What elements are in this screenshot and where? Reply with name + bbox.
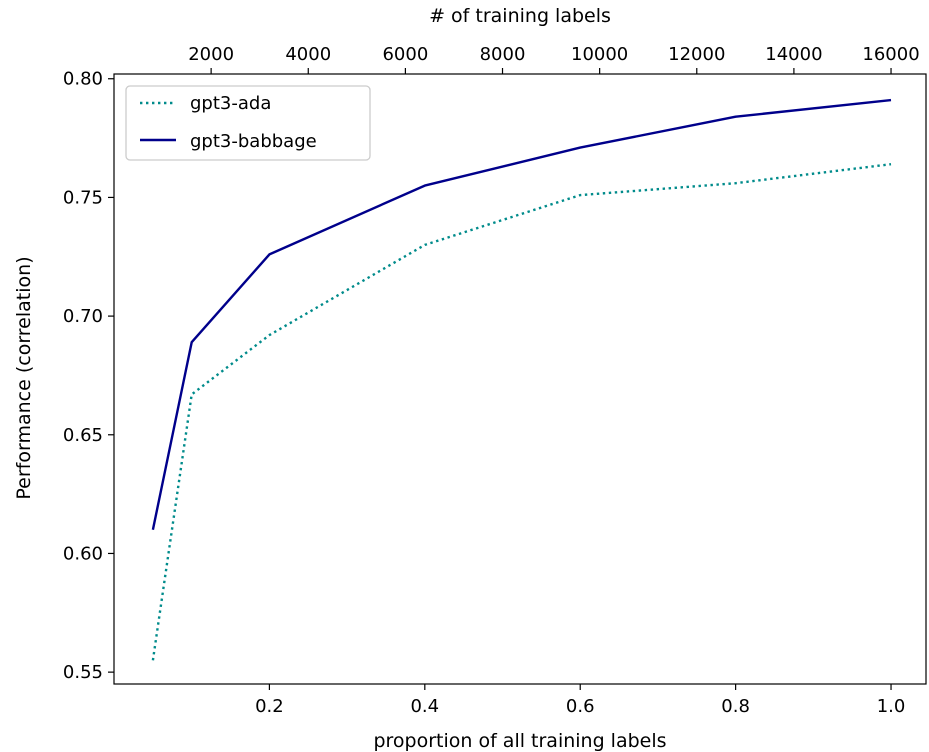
y-tick-label: 0.75 [63,187,103,208]
y-tick-label: 0.55 [63,662,103,683]
x-tick-label: 0.8 [721,696,750,717]
top-x-tick-label: 10000 [571,44,628,65]
y-tick-label: 0.60 [63,543,103,564]
x-tick-label: 0.4 [410,696,439,717]
legend-label-gpt3-babbage: gpt3-babbage [190,131,317,152]
top-x-tick-label: 14000 [765,44,822,65]
y-tick-label: 0.70 [63,306,103,327]
x-axis-label: proportion of all training labels [373,730,666,752]
legend: gpt3-ada gpt3-babbage [125,85,371,161]
y-axis: 0.55 0.60 0.65 0.70 0.75 0.80 [63,69,114,683]
x-tick-label: 0.2 [255,696,284,717]
y-tick-label: 0.65 [63,425,103,446]
top-x-tick-label: 8000 [480,44,526,65]
top-x-tick-label: 4000 [285,44,331,65]
series-line-gpt3-babbage [151,98,892,530]
top-x-axis-label: # of training labels [429,5,611,27]
plot-frame [113,73,927,685]
series-line-gpt3-ada [151,163,892,661]
plot-area-border [113,73,927,685]
x-axis: 0.2 0.4 0.6 0.8 1.0 [255,684,905,717]
top-x-tick-label: 16000 [862,44,919,65]
legend-label-gpt3-ada: gpt3-ada [190,93,271,114]
top-x-tick-label: 2000 [188,44,234,65]
top-x-tick-label: 12000 [668,44,725,65]
top-x-axis: 2000 4000 6000 8000 10000 12000 14000 16000 [188,44,920,74]
x-tick-label: 1.0 [877,696,906,717]
legend-box [125,85,371,161]
series-layer [151,98,892,661]
top-x-tick-label: 6000 [382,44,428,65]
y-tick-label: 0.80 [63,69,103,90]
x-tick-label: 0.6 [566,696,595,717]
y-axis-label: Performance (correlation) [13,256,35,499]
